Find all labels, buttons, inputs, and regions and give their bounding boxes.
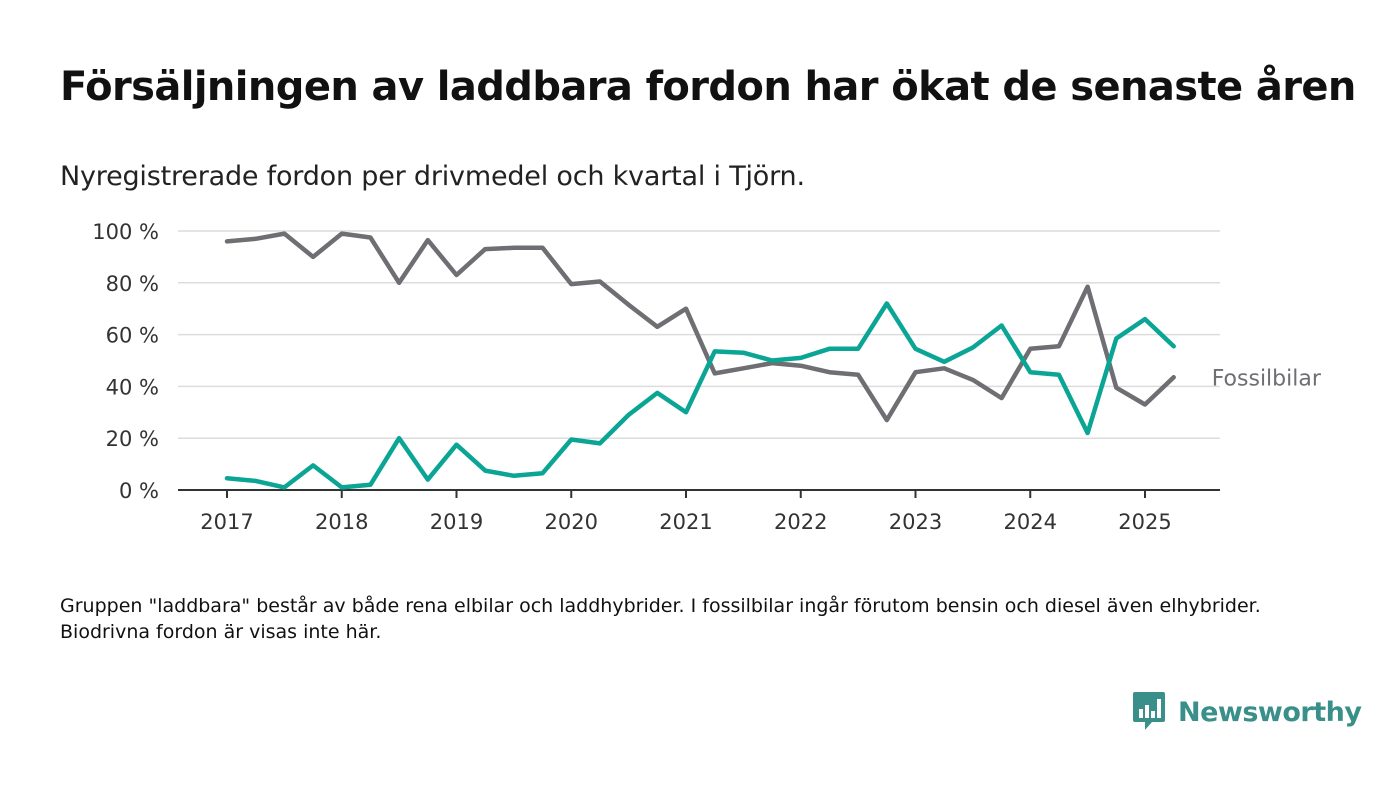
chart-series	[224, 231, 1176, 490]
x-tick-label: 2022	[774, 510, 827, 534]
x-tick-label: 2017	[200, 510, 253, 534]
series-label: Fossilbilar	[1212, 366, 1322, 391]
y-tick-label: 100 %	[92, 220, 159, 244]
newsworthy-logo-icon	[1133, 692, 1165, 730]
brand-logo[interactable]: Newsworthy	[1132, 690, 1362, 734]
x-tick-label: 2025	[1118, 510, 1171, 534]
chart-subtitle: Nyregistrerade fordon per drivmedel och …	[60, 161, 805, 192]
x-tick-label: 2021	[659, 510, 712, 534]
x-tick-label: 2020	[545, 510, 598, 534]
series-line	[224, 231, 1176, 423]
y-tick-label: 40 %	[106, 375, 159, 399]
series-labels: Fossilbilar	[1212, 366, 1322, 391]
series-line	[224, 301, 1176, 490]
y-tick-label: 0 %	[119, 479, 159, 503]
x-tick-label: 2019	[430, 510, 483, 534]
brand-name: Newsworthy	[1178, 696, 1362, 728]
x-tick-label: 2023	[889, 510, 942, 534]
y-tick-label: 20 %	[106, 427, 159, 451]
y-tick-label: 60 %	[106, 324, 159, 348]
footnote: Gruppen "laddbara" består av både rena e…	[60, 595, 1261, 643]
x-axis-ticks: 2017 2018 2019 2020 2021 2022 2023 2024 2025	[200, 490, 1172, 534]
x-tick-label: 2024	[1004, 510, 1057, 534]
x-tick-label: 2018	[315, 510, 368, 534]
chart-title: Försäljningen av laddbara fordon har öka…	[60, 64, 1356, 110]
y-axis-tick-labels: 0 % 20 % 40 % 60 % 80 % 100 %	[92, 220, 159, 503]
y-tick-label: 80 %	[106, 272, 159, 296]
